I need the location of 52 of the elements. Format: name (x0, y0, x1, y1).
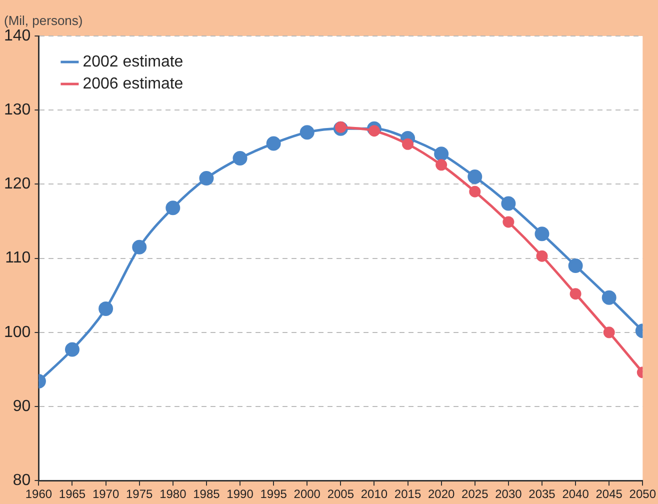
point (266, 136, 281, 151)
point (602, 290, 616, 305)
x-tick-label: 2015 (394, 487, 422, 502)
point (132, 240, 147, 254)
point (402, 138, 414, 150)
point (434, 146, 449, 162)
y-tick-label: 90 (12, 398, 31, 415)
y-tick-label: 120 (4, 176, 31, 193)
point (65, 342, 80, 357)
point (368, 125, 380, 137)
point (534, 226, 550, 242)
x-tick-label: 1980 (160, 487, 187, 502)
point (334, 121, 346, 133)
legend-label: 2002 estimate (82, 53, 184, 70)
point (568, 258, 583, 273)
point (501, 196, 516, 211)
y-tick-label: 110 (5, 250, 31, 267)
x-tick-label: 1985 (193, 487, 220, 502)
point (570, 288, 582, 300)
point (166, 200, 180, 216)
x-tick-label: 1995 (260, 487, 288, 502)
x-tick-label: 2005 (327, 487, 354, 502)
point (468, 170, 482, 184)
y-axis-title: (Mil, persons) (4, 13, 83, 28)
point (436, 159, 448, 171)
point (603, 326, 615, 338)
point (502, 216, 514, 228)
x-tick-label: 1975 (126, 487, 154, 502)
x-tick-label: 2025 (462, 487, 489, 502)
y-tick-label: 100 (4, 324, 31, 341)
x-tick-label: 2050 (629, 487, 656, 502)
x-tick-label: 2045 (596, 487, 623, 502)
x-tick-label: 2020 (428, 487, 456, 502)
legend-label: 2006 estimate (82, 75, 184, 92)
y-tick-label: 140 (4, 27, 31, 44)
point (469, 186, 481, 198)
x-tick-label: 2010 (360, 487, 388, 502)
x-tick-label: 1965 (58, 487, 86, 502)
x-tick-label: 1990 (226, 487, 254, 502)
x-tick-label: 2040 (562, 487, 590, 502)
point (98, 301, 114, 316)
y-tick-label: 80 (12, 472, 31, 490)
x-tick-label: 2035 (528, 487, 556, 502)
y-tick-label: 130 (4, 102, 31, 119)
x-tick-label: 2030 (495, 487, 522, 502)
x-tick-label: 1960 (25, 487, 52, 502)
point (199, 171, 214, 186)
x-tick-label: 1970 (92, 487, 120, 502)
point (536, 250, 548, 262)
point (300, 125, 314, 140)
point (232, 151, 248, 166)
x-tick-label: 2000 (294, 487, 321, 502)
